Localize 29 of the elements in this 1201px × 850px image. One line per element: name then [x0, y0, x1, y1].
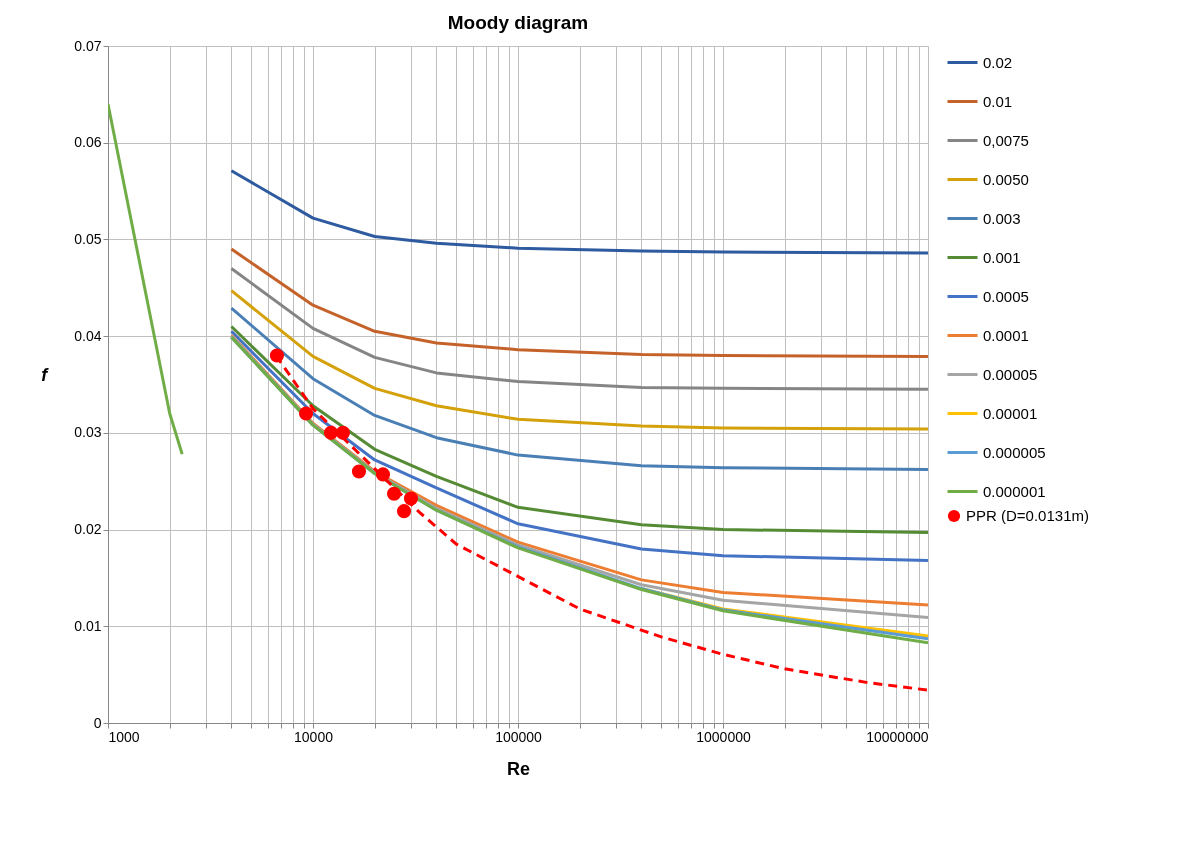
x-tick-label: 1000000	[696, 728, 751, 745]
legend-label: 0.0005	[983, 287, 1029, 305]
legend-label: 0.01	[983, 92, 1013, 110]
legend-label: 0.000005	[983, 443, 1046, 461]
x-tick-label: 1000	[108, 728, 140, 745]
y-tick-label: 0.06	[74, 134, 102, 151]
y-tick-label: 0.04	[74, 327, 102, 344]
legend-label: 0.00001	[983, 404, 1038, 422]
legend-label: 0.0050	[983, 170, 1029, 188]
y-tick-label: 0.01	[74, 617, 102, 634]
y-axis-title: f	[41, 365, 50, 385]
legend-label: 0.000001	[983, 482, 1046, 500]
y-tick-label: 0.07	[74, 37, 102, 54]
x-tick-label: 10000000	[866, 728, 929, 745]
legend-label: 0.02	[983, 53, 1013, 71]
legend-label: 0.001	[983, 248, 1021, 266]
chart-title: Moody diagram	[447, 12, 589, 33]
x-tick-label: 100000	[495, 728, 543, 745]
legend-label: PPR (D=0.0131m)	[966, 507, 1089, 524]
y-tick-label: 0.05	[74, 230, 102, 247]
y-tick-label: 0.03	[74, 424, 102, 441]
legend-label: 0.0001	[983, 326, 1029, 344]
legend-label: 0.00005	[983, 365, 1038, 383]
x-axis-title: Re	[506, 758, 531, 779]
x-tick-label: 10000	[294, 728, 334, 745]
y-tick-label: 0.02	[74, 521, 102, 538]
legend-label: 0.003	[983, 209, 1021, 227]
legend-label: 0,0075	[983, 131, 1029, 149]
y-tick-label: 0	[93, 714, 102, 731]
